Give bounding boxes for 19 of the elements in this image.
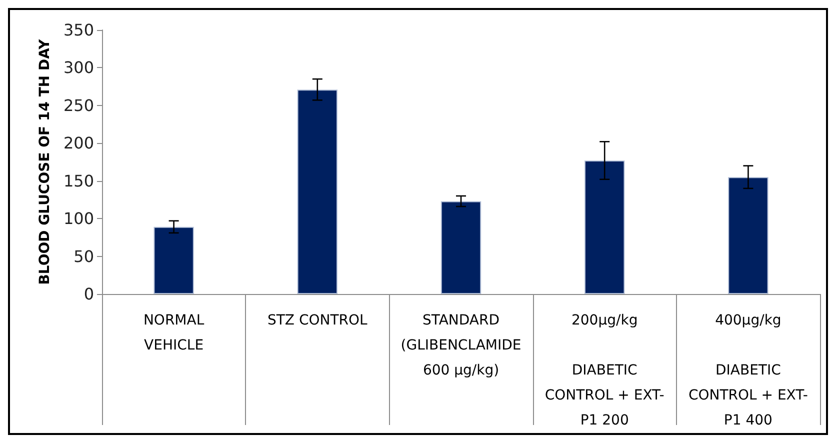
y-tick-label: 300 xyxy=(63,58,94,78)
x-tick-label: NORMAL VEHICLE xyxy=(143,312,204,354)
y-tick-label: 50 xyxy=(74,246,94,266)
x-tick-label: STZ CONTROL xyxy=(267,312,368,328)
bar xyxy=(297,90,338,294)
bar xyxy=(154,226,194,294)
bar xyxy=(440,201,482,294)
bar xyxy=(584,160,625,294)
category-label: 400µg/kg DIABETIC CONTROL + EXT- P1 400 xyxy=(688,312,808,428)
y-tick-label: 150 xyxy=(63,171,94,190)
bar xyxy=(728,177,768,294)
y-tick-label: 350 xyxy=(63,20,94,40)
y-tick-label: 250 xyxy=(63,96,94,115)
x-tick-label: STANDARD (GLIBENCLAMIDE 600 µg/kg) xyxy=(400,312,522,378)
category-label: 200µg/kg DIABETIC CONTROL + EXT- P1 200 xyxy=(544,312,664,428)
y-tick-label: 100 xyxy=(63,209,94,228)
y-tick-label: 0 xyxy=(84,284,94,304)
y-axis-title: BLOOD GLUCOSE OF 14 TH DAY xyxy=(37,38,53,285)
y-tick-label: 200 xyxy=(63,134,94,153)
